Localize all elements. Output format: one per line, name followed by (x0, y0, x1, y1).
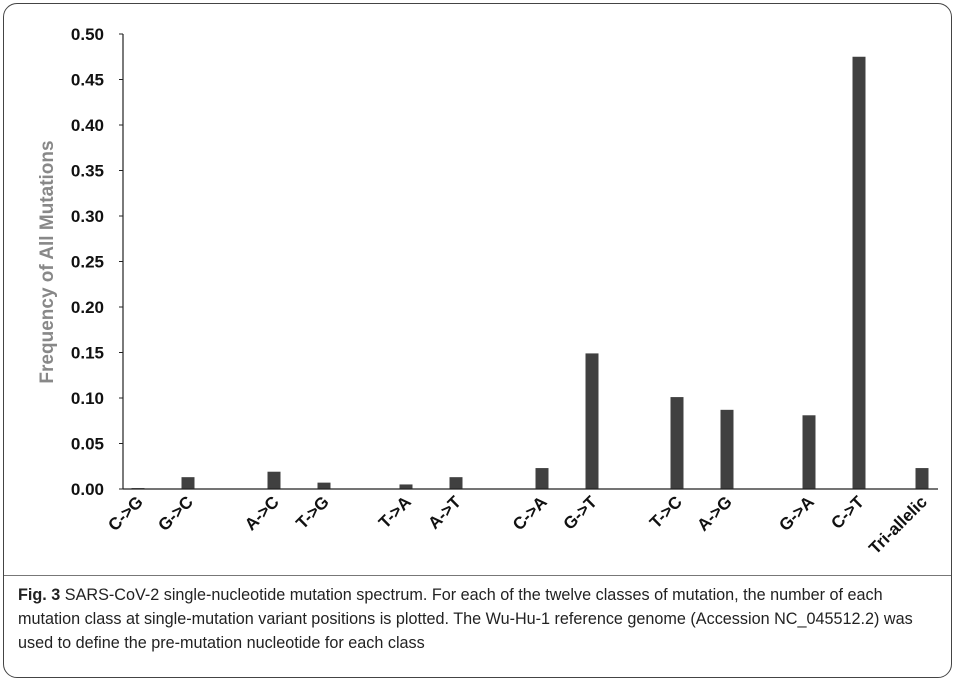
figure-frame (3, 3, 952, 678)
x-tick-label: C->G (104, 492, 146, 534)
x-tick-label: C->T (827, 492, 868, 533)
bar-chart: Frequency of All Mutations 0.000.050.100… (37, 25, 938, 558)
y-tick-label: 0.05 (71, 435, 104, 454)
bar-g-t (585, 353, 599, 489)
bar-g-c (181, 477, 195, 489)
bars (131, 56, 929, 489)
x-tick-label: A->T (424, 492, 465, 533)
caption-label: Fig. 3 (18, 586, 61, 604)
x-tick-label: T->C (646, 492, 686, 532)
bar-a-c (267, 471, 281, 489)
x-tick-label: C->A (509, 492, 551, 534)
x-tick-labels: C->G G->C A->C T->G T->A A->T C->A G->T T->C A->G… (104, 492, 930, 558)
y-tick-labels: 0.00 0.05 0.10 0.15 0.20 0.25 0.30 0.35 0.40 0.45… (71, 25, 123, 499)
y-tick-label: 0.45 (71, 71, 104, 90)
y-tick-label: 0.20 (71, 298, 104, 317)
x-tick-label: G->T (560, 492, 602, 534)
x-tick-label: T->A (375, 492, 415, 532)
x-tick-label: G->A (775, 492, 817, 534)
y-axis-title: Frequency of All Mutations (37, 140, 58, 383)
x-tick-label: G->C (154, 492, 196, 534)
bar-a-t (449, 477, 463, 489)
figure-caption: Fig. 3 SARS-CoV-2 single-nucleotide muta… (18, 583, 943, 655)
y-axis-label: Frequency of All Mutations (37, 140, 58, 383)
caption-divider (4, 575, 951, 576)
y-tick-label: 0.50 (71, 25, 104, 44)
bar-t-c (670, 397, 684, 489)
bar-tri-allelic (915, 468, 929, 489)
y-tick-label: 0.30 (71, 207, 104, 226)
y-tick-label: 0.25 (71, 253, 104, 272)
x-tick-label: Tri-allelic (865, 492, 931, 558)
y-tick-label: 0.00 (71, 480, 104, 499)
x-tick-label: A->C (241, 492, 283, 534)
bar-a-g (720, 409, 734, 489)
bar-g-a (802, 415, 816, 489)
x-tick-label: T->G (292, 492, 332, 532)
y-tick-label: 0.40 (71, 116, 104, 135)
x-tick-label: A->G (693, 492, 735, 534)
bar-t-a (399, 484, 413, 489)
bar-c-a (535, 468, 549, 489)
bar-t-g (317, 482, 331, 489)
y-tick-label: 0.15 (71, 344, 104, 363)
y-tick-label: 0.35 (71, 162, 104, 181)
bar-c-t (852, 56, 866, 489)
caption-text: SARS-CoV-2 single-nucleotide mutation sp… (18, 586, 913, 652)
y-tick-label: 0.10 (71, 389, 104, 408)
axes (122, 34, 938, 490)
